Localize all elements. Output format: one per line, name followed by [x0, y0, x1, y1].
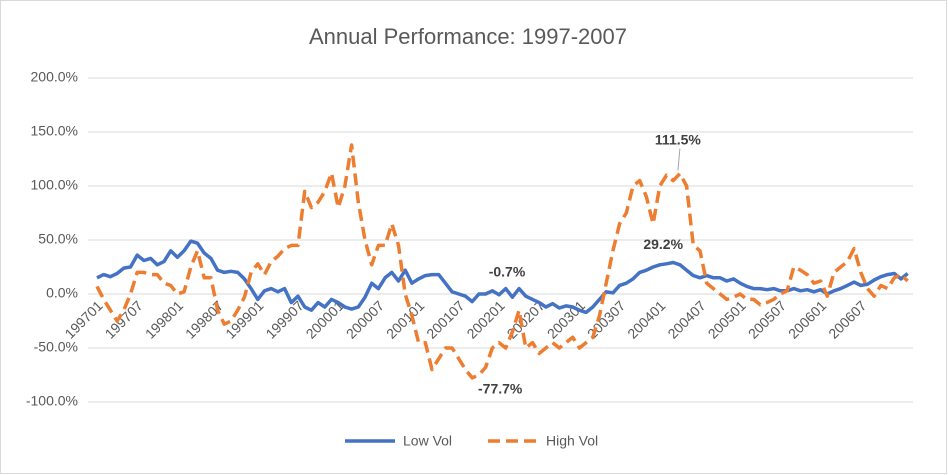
y-tick-label: 200.0%: [31, 69, 78, 85]
data-label: -77.7%: [478, 381, 523, 397]
y-tick-label: -100.0%: [26, 393, 78, 409]
chart-title: Annual Performance: 1997-2007: [309, 24, 627, 49]
line-series: [95, 143, 909, 380]
line-series: [96, 239, 909, 315]
legend-label: Low Vol: [403, 433, 452, 449]
data-label: 111.5%: [655, 131, 701, 147]
data-label: -0.7%: [489, 263, 526, 279]
y-tick-label: 50.0%: [38, 231, 78, 247]
y-tick-label: 100.0%: [31, 177, 78, 193]
y-tick-label: 150.0%: [31, 123, 78, 139]
data-label: 29.2%: [643, 236, 683, 252]
leader-line: [677, 148, 681, 171]
y-tick-label: 0.0%: [46, 285, 78, 301]
legend-label: High Vol: [546, 433, 598, 449]
y-tick-label: -50.0%: [34, 339, 78, 355]
